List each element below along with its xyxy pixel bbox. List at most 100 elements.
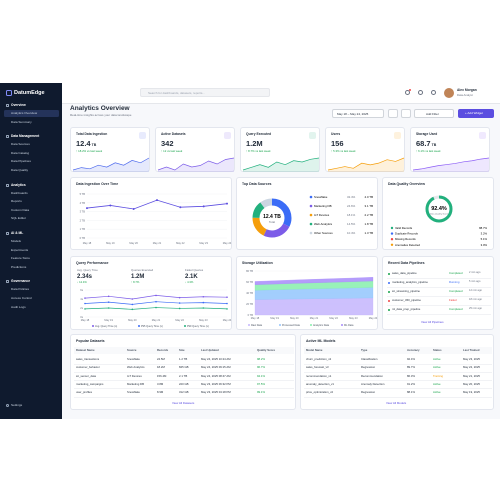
kpi-unit: TB (431, 143, 437, 147)
panel-title: Popular Datasets (76, 339, 105, 343)
date-range: May 18 – May 24, 2025 (332, 109, 384, 118)
kpi-label: Users (331, 132, 341, 136)
view-all-link[interactable]: View All Models (386, 401, 407, 405)
stacked-area (254, 297, 374, 316)
chart: 0 TB 20 TB 40 TB 60 TB 80 TB May 18 May 19 May … (246, 269, 378, 327)
nav-item: Custom Data (11, 207, 30, 212)
table-header-bg (74, 347, 294, 354)
chart (412, 157, 490, 172)
chart (327, 157, 405, 172)
column-header: Type (361, 348, 368, 352)
table-header-bg (304, 347, 492, 354)
legend-label: Raw Data (251, 324, 263, 327)
x-tick-label: May 22 (329, 316, 338, 320)
row-divider (387, 305, 491, 306)
top-icon (418, 90, 423, 95)
point (202, 205, 205, 208)
sparkline-area (243, 158, 319, 172)
table-cell: IoT Devices (127, 373, 142, 378)
legend-dot (309, 213, 313, 217)
quality-item-name: Valid Records (395, 226, 413, 230)
gauge-arc (425, 195, 453, 223)
row-divider (304, 371, 492, 373)
pipeline-name: sales_data_pipeline (392, 271, 417, 275)
view-all-link[interactable]: View All Pipelines (421, 320, 444, 324)
kpi-delta: ↑ 5.3% vs last week (331, 149, 356, 153)
table-cell: May 23, 2025 (463, 357, 480, 361)
legend-share: 32.4% (347, 195, 356, 199)
row-divider (304, 388, 492, 389)
legend-name: Snowflake (314, 195, 328, 199)
top-icon (431, 90, 436, 95)
chart (157, 157, 235, 172)
datasets-panel: Popular Datasets Dataset Name Source Record… (70, 334, 296, 410)
table-cell: Training (433, 373, 444, 378)
legend-size: 1.3 TB (365, 231, 374, 235)
legend-dot (309, 222, 313, 226)
table-cell: May 23, 2025 04:18 PM (201, 390, 231, 395)
legend-size: 2.2 TB (365, 213, 374, 217)
x-tick-label: May 24 (369, 316, 378, 320)
legend-dot (184, 325, 186, 327)
stat-label: Avg. Query Time (77, 268, 98, 272)
ingestion-panel: Data Ingestion Over Time 0 TB 1 TB 2 TB 3 TB… (70, 177, 232, 250)
sparkline (412, 157, 490, 171)
panel-title: Recent Data Pipelines (388, 261, 425, 265)
view-all-link[interactable]: View All Datasets (172, 401, 195, 405)
table-cell: Active (433, 357, 441, 361)
chart: 92.4%Data Quality Score Valid Records 88.7… (390, 195, 488, 247)
add-widget-button[interactable]: + Add Widget (458, 109, 494, 118)
point (155, 306, 157, 309)
table-cell: May 24, 2025 08:47 AM (201, 373, 231, 378)
point (107, 301, 110, 303)
table-cell: 88.1% (407, 390, 415, 395)
kpi-value: 12.4TB (76, 139, 97, 148)
table-cell: Web Analytics (127, 365, 145, 370)
sparkline-area (328, 158, 404, 172)
pipeline-name: marketing_analytics_pipeline (392, 280, 428, 284)
point (107, 295, 110, 298)
legend-name: Marketing DB (314, 204, 332, 208)
nav-item: Predictions (11, 264, 27, 269)
column-header: Model Name (306, 348, 323, 352)
kpi-label: Active Datasets (161, 132, 186, 136)
pipeline-time: 2 min ago (469, 271, 481, 274)
legend-share: 14.5% (347, 222, 356, 226)
page-title: Analytics Overview (70, 105, 130, 112)
row-divider (74, 363, 294, 364)
table-cell: anomaly_detection_v1 (306, 381, 334, 386)
quality-item-value: 88.7% (479, 226, 487, 230)
point (155, 294, 157, 297)
pipeline-status: Completed (449, 271, 463, 275)
avatar (444, 87, 454, 98)
kpi-icon (479, 132, 486, 139)
point (155, 300, 157, 303)
column-header: Last Trained (463, 348, 480, 352)
point (84, 302, 86, 305)
storage-panel: Storage Utilization 0 TB 20 TB 40 TB 60 TB 80… (236, 256, 378, 330)
stat-value: 2.34s (77, 274, 93, 280)
nav-item: Reports (11, 199, 22, 204)
kpi-card: Active Datasets 342 ↑ 12 vs last week (155, 127, 235, 172)
x-tick-label: May 23 (349, 316, 358, 320)
table-cell: 24.5M (157, 357, 165, 361)
kpi-delta: ↑ 12 vs last week (161, 149, 183, 153)
table-cell: Classification (361, 357, 378, 361)
quality-item-name: Anomalies Detected (395, 243, 420, 247)
table-cell: Snowflake (127, 357, 140, 361)
pipeline-name: ml_data_prep_pipeline (392, 307, 421, 311)
icon-button (401, 109, 411, 118)
kpi-card: Storage Used 68.7TB ↑ 6.1% vs last week (410, 127, 490, 172)
status-dot (388, 281, 390, 284)
add-filter-button[interactable]: Add Filter (414, 109, 454, 118)
row-divider (74, 380, 294, 381)
donut-segment (252, 198, 292, 238)
x-tick-label: May 19 (106, 241, 115, 245)
legend-name: Other Sources (314, 231, 333, 235)
settings-icon (6, 404, 9, 407)
kpi-unit: TB (91, 143, 97, 147)
legend-label: Analytics Data (313, 324, 330, 327)
table-cell: Recommendation (361, 373, 383, 378)
x-tick-label: May 18 (251, 316, 260, 320)
